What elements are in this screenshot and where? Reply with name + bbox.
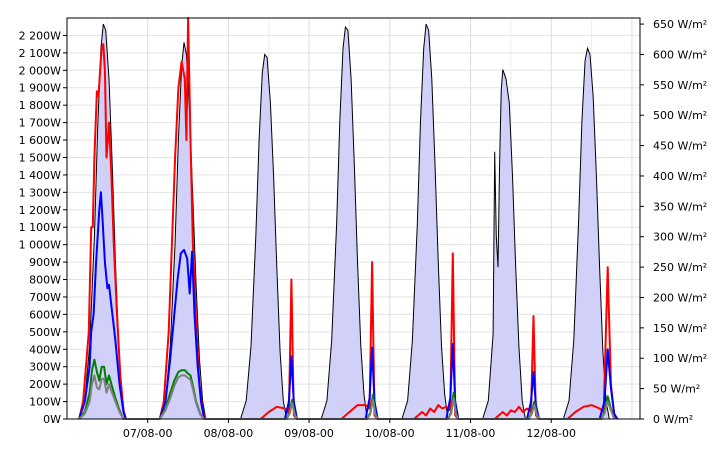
right-tick-label: 300 W/m² [653, 231, 707, 244]
series-line [78, 374, 616, 420]
right-tick-label: 650 W/m² [653, 18, 707, 31]
left-tick-label: 2 200W [19, 29, 61, 42]
right-tick-label: 150 W/m² [653, 322, 707, 335]
x-axis: 07/08-00 08/08-00 09/08-00 10/08-00 11/08-00… [123, 419, 576, 440]
right-tick-label: 100 W/m² [653, 352, 707, 365]
right-tick-label: 350 W/m² [653, 200, 707, 213]
left-tick-label: 1 200W [19, 204, 61, 217]
left-tick-label: 200W [29, 378, 61, 391]
left-tick-label: 1 900W [19, 82, 61, 95]
left-tick-label: 1 100W [19, 221, 61, 234]
series-outline [78, 23, 610, 420]
left-tick-label: 900W [29, 256, 61, 269]
series-area [79, 24, 610, 419]
right-tick-label: 500 W/m² [653, 109, 707, 122]
x-tick-label: 09/08-00 [284, 427, 334, 440]
x-tick-label: 12/08-00 [526, 427, 576, 440]
left-tick-label: 300W [29, 361, 61, 374]
plot-frame [66, 17, 641, 420]
series-line [78, 191, 619, 420]
left-tick-label: 1 400W [19, 169, 61, 182]
left-tick-label: 500W [29, 326, 61, 339]
left-tick-label: 600W [29, 308, 61, 321]
right-tick-label: 450 W/m² [653, 140, 707, 153]
right-tick-label: 400 W/m² [653, 170, 707, 183]
right-tick-label: 200 W/m² [653, 291, 707, 304]
left-tick-label: 1 800W [19, 99, 61, 112]
left-tick-label: 2 000W [19, 64, 61, 77]
right-tick-label: 0 W/m² [653, 413, 693, 426]
right-tick-label: 550 W/m² [653, 79, 707, 92]
x-tick-label: 08/08-00 [204, 427, 254, 440]
x-tick-label: 10/08-00 [365, 427, 415, 440]
series-layer [78, 17, 619, 420]
right-tick-label: 250 W/m² [653, 261, 707, 274]
left-tick-label: 100W [29, 396, 61, 409]
left-tick-label: 1 700W [19, 117, 61, 130]
left-tick-label: 400W [29, 343, 61, 356]
left-tick-label: 1 600W [19, 134, 61, 147]
x-tick-label: 11/08-00 [446, 427, 496, 440]
left-tick-label: 1 300W [19, 186, 61, 199]
right-tick-label: 50 W/m² [653, 383, 700, 396]
left-tick-label: 0W [43, 413, 61, 426]
x-tick-label: 07/08-00 [123, 427, 173, 440]
left-axis: 0W 100W 200W 300W 400W 500W 600W 700W 800W 900W 1 … [19, 29, 67, 426]
right-axis: 0 W/m² 50 W/m² 100 W/m² 150 W/m² 200 W/m² 250… [640, 18, 707, 426]
left-tick-label: 1 500W [19, 151, 61, 164]
left-tick-label: 700W [29, 291, 61, 304]
right-tick-label: 600 W/m² [653, 48, 707, 61]
left-tick-label: 2 100W [19, 47, 61, 60]
left-tick-label: 800W [29, 274, 61, 287]
left-tick-label: 1 000W [19, 239, 61, 252]
